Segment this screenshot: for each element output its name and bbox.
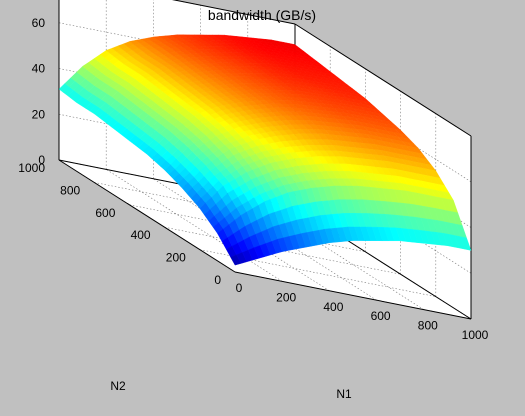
tick-labels: 0200400600800100002004006008001000020406… <box>18 16 489 342</box>
y-tick-label: 0 <box>214 273 221 287</box>
axis-edge <box>171 0 296 25</box>
x-tick-label: 0 <box>236 281 243 295</box>
surface-patch <box>460 236 472 251</box>
y-tick-label: 400 <box>131 228 151 242</box>
axis-edge <box>58 159 236 273</box>
z-tick-label: 40 <box>32 62 46 76</box>
surface <box>58 34 472 266</box>
y-tick-label: 1000 <box>18 161 45 175</box>
axis-edge <box>294 23 472 137</box>
x-tick-label: 1000 <box>462 328 489 342</box>
x-tick-label: 800 <box>418 319 438 333</box>
z-tick-label: 20 <box>32 107 46 121</box>
z-tick-label: 0 <box>38 153 45 167</box>
chart-title: bandwidth (GB/s) <box>208 7 316 23</box>
x-tick-label: 600 <box>371 309 391 323</box>
z-tick-label: 60 <box>32 16 46 30</box>
x-axis-label: N1 <box>336 387 352 401</box>
y-tick-label: 600 <box>95 206 115 220</box>
grid-line <box>199 249 436 297</box>
x-tick-label: 200 <box>276 290 296 304</box>
y-tick-label: 200 <box>166 251 186 265</box>
x-tick-label: 400 <box>323 300 343 314</box>
axis-edge <box>234 271 472 320</box>
y-tick-label: 800 <box>60 183 80 197</box>
y-axis-label: N2 <box>110 379 126 393</box>
